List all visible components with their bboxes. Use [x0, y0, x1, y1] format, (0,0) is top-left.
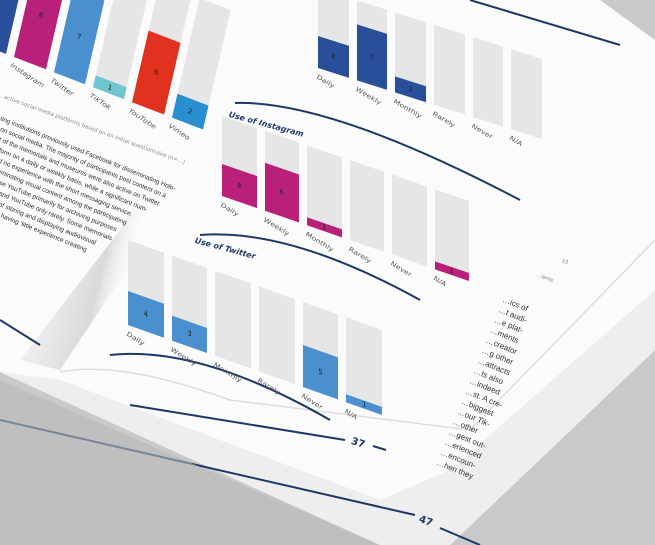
- data-label: 7: [75, 31, 83, 41]
- bar-slot: Never: [471, 37, 504, 141]
- bar-background: [259, 286, 295, 385]
- bar-background: [472, 37, 504, 127]
- data-label: 2: [186, 107, 194, 117]
- data-label: 8: [37, 10, 45, 20]
- bar-slot: N/A: [509, 49, 543, 148]
- bar-slot: Monthly: [213, 270, 252, 385]
- bar-slot: Never: [390, 174, 427, 279]
- bar: 7: [356, 24, 388, 90]
- data-label: 4: [331, 52, 336, 62]
- bar-slot: 4 Daily: [220, 116, 257, 218]
- bar-background: [392, 174, 427, 267]
- bar-slot: 5 Never: [301, 301, 339, 411]
- divider-line: [129, 404, 387, 451]
- bar-slot: Rarely: [347, 159, 384, 265]
- bar-background: [349, 159, 384, 252]
- data-label: 7: [369, 52, 375, 62]
- divider-line: [234, 101, 521, 201]
- bar-slot: 2 Monthly: [393, 12, 427, 120]
- divider-line: [109, 352, 331, 421]
- bar-slot: Rarely: [257, 286, 295, 397]
- bar-slot: 3 Weekly: [170, 255, 208, 368]
- data-label: 6: [279, 187, 284, 198]
- divider-line: [0, 319, 41, 346]
- data-label: 1: [106, 82, 114, 92]
- data-label: 4: [143, 309, 149, 320]
- divider-line: [469, 0, 621, 46]
- data-label: 5: [318, 367, 323, 377]
- bar-slot: 1 N/A: [432, 189, 469, 289]
- bar-background: [434, 24, 465, 115]
- bar-slot: Rarely: [432, 24, 465, 130]
- data-label: 4: [237, 181, 242, 191]
- divider-line: [199, 233, 421, 301]
- bar-slot: 7 Weekly: [355, 0, 388, 107]
- data-label: 3: [187, 329, 192, 339]
- bar-background: [511, 49, 543, 140]
- data-label: 1: [361, 399, 367, 410]
- data-label: 1: [322, 222, 327, 232]
- bar-slot: 1 Monthly: [305, 145, 342, 254]
- spine-shadow: [20, 0, 320, 370]
- bar-slot: 4 Daily: [316, 0, 349, 90]
- bar: 6: [132, 30, 181, 115]
- page-stack-edge: [0, 290, 655, 545]
- bar-slot: 1 N/A: [344, 317, 383, 422]
- data-label: 1: [449, 266, 454, 276]
- data-label: 6: [153, 68, 160, 78]
- bar-background: [215, 270, 252, 369]
- bottom-shadow: [0, 380, 380, 545]
- right-page-edge: [59, 239, 655, 431]
- data-label: 2: [408, 84, 413, 95]
- bar-slot: 6 Weekly: [262, 130, 299, 238]
